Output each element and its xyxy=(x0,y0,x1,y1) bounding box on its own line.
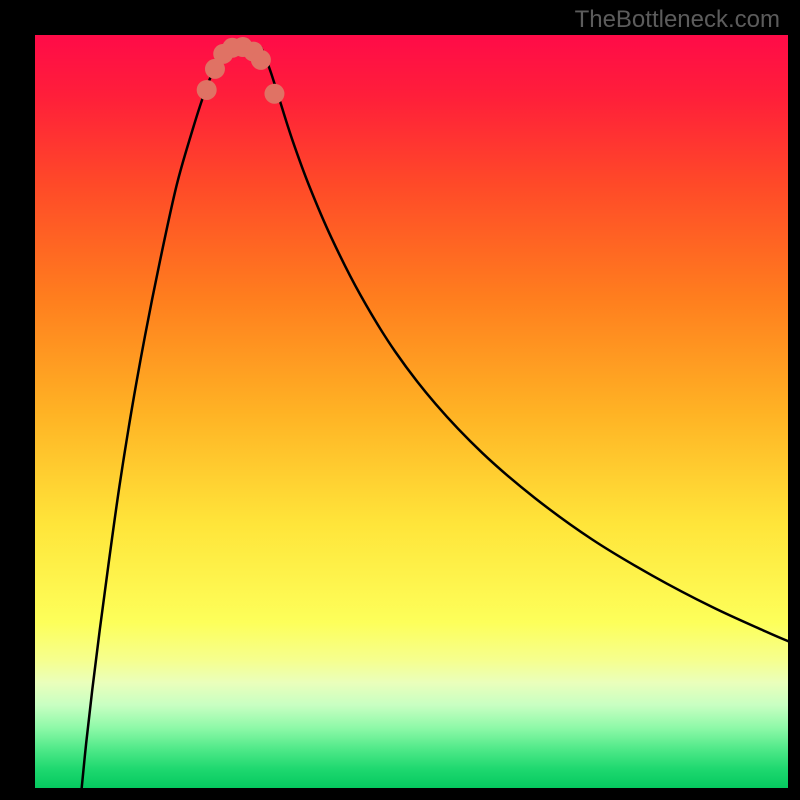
watermark-text: TheBottleneck.com xyxy=(575,6,780,34)
plot-area xyxy=(35,35,788,788)
curve-layer xyxy=(35,35,788,788)
marker-point xyxy=(264,84,284,104)
marker-point xyxy=(197,80,217,100)
right-curve xyxy=(261,47,788,641)
left-curve xyxy=(82,47,230,788)
marker-point xyxy=(251,50,271,70)
chart-frame: TheBottleneck.com xyxy=(0,0,800,800)
